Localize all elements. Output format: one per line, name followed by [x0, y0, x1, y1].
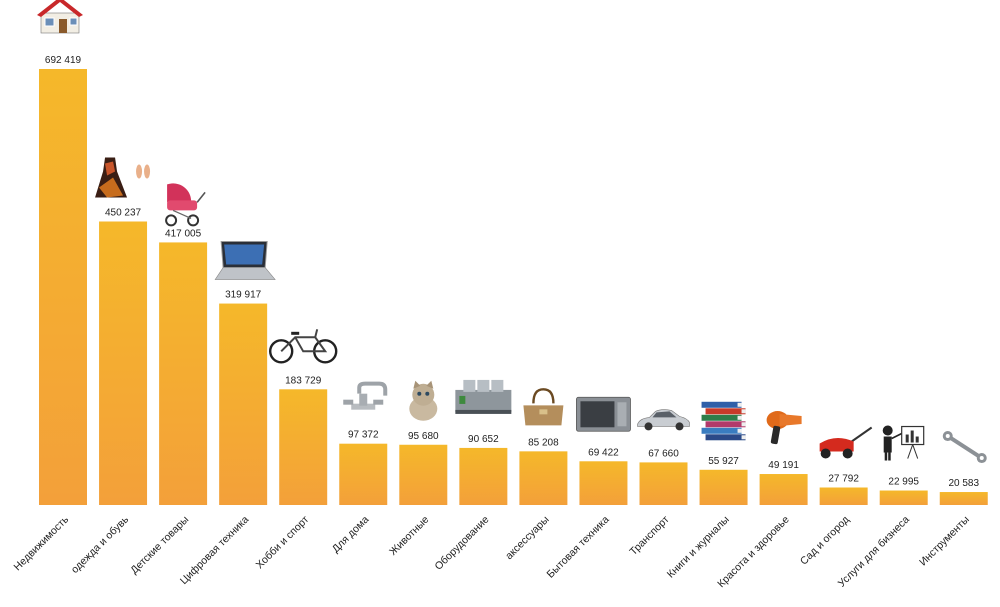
value-label-6: 95 680	[408, 431, 439, 442]
category-label-6: Животные	[387, 514, 431, 558]
bar-11	[699, 469, 748, 505]
bar-9	[579, 461, 628, 505]
baby-stroller-icon	[165, 183, 206, 227]
car-icon	[637, 409, 690, 431]
bar-7	[459, 447, 508, 505]
value-label-8: 85 208	[528, 437, 559, 448]
value-label-2: 417 005	[165, 228, 202, 239]
handbag-icon	[523, 388, 564, 426]
bar-5	[339, 443, 388, 505]
bar-13	[819, 487, 868, 505]
bar-10	[639, 462, 688, 505]
wrench-icon	[942, 431, 987, 464]
dress-and-sandals-icon	[95, 157, 151, 198]
category-label-8: аксессуары	[503, 514, 551, 562]
value-label-3: 319 917	[225, 290, 262, 301]
category-label-9: Бытовая техника	[545, 514, 612, 581]
faucet-icon	[343, 381, 388, 410]
category-label-2: Детские товары	[128, 514, 191, 577]
value-label-12: 49 191	[768, 460, 799, 471]
house-icon	[37, 0, 83, 34]
bar-4	[279, 389, 328, 505]
bar-12	[759, 474, 808, 505]
category-label-5: Для дома	[330, 514, 372, 556]
microwave-icon	[576, 396, 631, 432]
category-label-4: Хобби и спорт	[254, 514, 312, 572]
value-label-15: 20 583	[948, 478, 979, 489]
books-stack-icon	[701, 401, 746, 441]
lawn-mower-icon	[819, 426, 873, 459]
value-label-4: 183 729	[285, 375, 322, 386]
bar-1	[99, 221, 148, 505]
kitten-icon	[409, 380, 438, 421]
category-label-10: Транспорт	[627, 514, 671, 558]
value-label-5: 97 372	[348, 430, 379, 441]
category-label-11: Книги и журналы	[665, 514, 732, 581]
presenter-chart-icon	[882, 425, 925, 461]
category-label-15: Инструменты	[917, 514, 972, 569]
value-label-10: 67 660	[648, 448, 679, 459]
bar-6	[399, 444, 448, 505]
category-label-3: Цифровая техника	[178, 514, 251, 587]
category-label-13: Сад и огород	[798, 514, 852, 568]
value-label-7: 90 652	[468, 434, 499, 445]
category-label-0: Недвижимость	[12, 513, 72, 573]
bar-0	[39, 69, 87, 505]
value-label-1: 450 237	[105, 207, 142, 218]
value-label-11: 55 927	[708, 456, 739, 467]
value-label-14: 22 995	[888, 477, 919, 488]
hair-dryer-icon	[766, 411, 802, 445]
value-label-0: 692 419	[45, 55, 82, 66]
value-label-13: 27 792	[828, 474, 859, 485]
printing-machine-icon	[455, 379, 512, 414]
bar-15	[939, 492, 988, 505]
category-label-1: одежда и обувь	[69, 513, 132, 576]
bar-8	[519, 451, 568, 505]
laptop-icon	[214, 241, 276, 280]
bar-3	[219, 303, 268, 505]
category-label-7: Оборудование	[432, 514, 491, 573]
value-label-9: 69 422	[588, 447, 619, 458]
bicycle-icon	[269, 329, 338, 364]
bar-2	[159, 242, 208, 505]
bar-14	[879, 490, 928, 505]
